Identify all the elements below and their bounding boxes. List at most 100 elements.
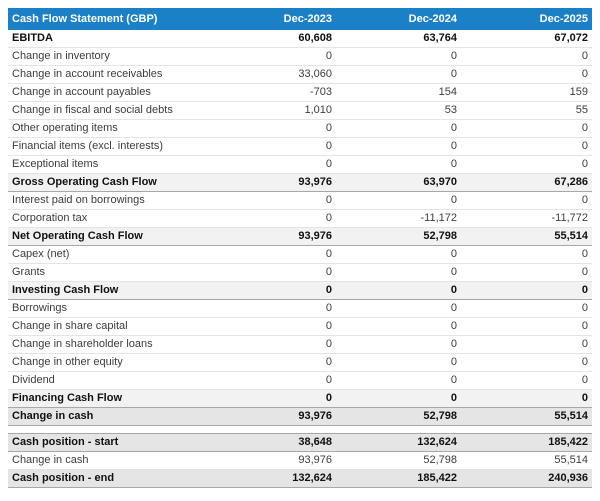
- column-header-dec-2024: Dec-2024: [336, 8, 461, 30]
- table-row: Borrowings 0 0 0: [8, 299, 592, 318]
- row-value: 0: [210, 209, 336, 228]
- row-value: 185,422: [336, 469, 461, 488]
- row-label: Borrowings: [8, 299, 210, 318]
- row-value: 0: [336, 335, 461, 354]
- row-label: Dividend: [8, 371, 210, 390]
- row-value: 0: [461, 245, 592, 264]
- row-value: 0: [461, 137, 592, 156]
- row-value: 0: [210, 137, 336, 156]
- row-value: -703: [210, 83, 336, 102]
- row-value: 38,648: [210, 433, 336, 452]
- row-value: 0: [210, 371, 336, 390]
- row-label: Grants: [8, 263, 210, 282]
- table-row: Grants 0 0 0: [8, 263, 592, 282]
- row-label: Gross Operating Cash Flow: [8, 173, 210, 192]
- row-value: -11,772: [461, 209, 592, 228]
- table-body: EBITDA 60,608 63,764 67,072 Change in invent…: [8, 30, 592, 488]
- spacer-row: [8, 425, 592, 434]
- row-label: Cash position - end: [8, 469, 210, 488]
- row-value: 0: [210, 281, 336, 300]
- table-row: Financing Cash Flow 0 0 0: [8, 389, 592, 408]
- row-label: Capex (net): [8, 245, 210, 264]
- row-value: 93,976: [210, 173, 336, 192]
- row-label: Investing Cash Flow: [8, 281, 210, 300]
- row-label: Exceptional items: [8, 155, 210, 174]
- row-value: 0: [461, 47, 592, 66]
- row-value: 0: [336, 119, 461, 138]
- row-value: 93,976: [210, 227, 336, 246]
- column-header-dec-2025: Dec-2025: [461, 8, 592, 30]
- row-value: 0: [210, 317, 336, 336]
- row-value: 0: [336, 371, 461, 390]
- row-value: 0: [336, 245, 461, 264]
- row-value: 132,624: [210, 469, 336, 488]
- row-value: 0: [461, 299, 592, 318]
- row-value: 52,798: [336, 407, 461, 426]
- table-row: Cash position - start 38,648 132,624 185,42…: [8, 433, 592, 452]
- row-value: 185,422: [461, 433, 592, 452]
- table-row: Dividend 0 0 0: [8, 371, 592, 390]
- table-row: Financial items (excl. interests) 0 0 0: [8, 137, 592, 156]
- row-label: Change in cash: [8, 451, 210, 470]
- row-value: 0: [461, 65, 592, 84]
- row-value: 0: [210, 245, 336, 264]
- row-label: Change in account payables: [8, 83, 210, 102]
- spacer-cell: [8, 425, 592, 434]
- row-value: 159: [461, 83, 592, 102]
- table-row: Interest paid on borrowings 0 0 0: [8, 191, 592, 210]
- table-row: Change in cash 93,976 52,798 55,514: [8, 451, 592, 470]
- row-label: Change in share capital: [8, 317, 210, 336]
- table-row: Change in share capital 0 0 0: [8, 317, 592, 336]
- row-value: 0: [461, 281, 592, 300]
- row-value: 0: [210, 335, 336, 354]
- row-value: 93,976: [210, 407, 336, 426]
- row-value: 154: [336, 83, 461, 102]
- table-row: Net Operating Cash Flow 93,976 52,798 55,51…: [8, 227, 592, 246]
- row-value: 33,060: [210, 65, 336, 84]
- row-label: Change in shareholder loans: [8, 335, 210, 354]
- table-row: Change in account receivables 33,060 0 0: [8, 65, 592, 84]
- row-value: 0: [336, 47, 461, 66]
- row-value: 0: [461, 263, 592, 282]
- row-label: Other operating items: [8, 119, 210, 138]
- row-value: 55,514: [461, 227, 592, 246]
- row-value: 0: [210, 155, 336, 174]
- table-title: Cash Flow Statement (GBP): [8, 8, 210, 30]
- cash-flow-statement-table: Cash Flow Statement (GBP) Dec-2023 Dec-2…: [8, 8, 592, 488]
- row-label: Net Operating Cash Flow: [8, 227, 210, 246]
- row-value: 0: [210, 299, 336, 318]
- row-label: Change in account receivables: [8, 65, 210, 84]
- row-value: 0: [336, 191, 461, 210]
- table-row: Change in other equity 0 0 0: [8, 353, 592, 372]
- row-value: 0: [210, 119, 336, 138]
- row-value: 0: [336, 317, 461, 336]
- row-value: 0: [210, 191, 336, 210]
- table-row: Change in cash 93,976 52,798 55,514: [8, 407, 592, 426]
- row-value: 0: [336, 263, 461, 282]
- row-value: 0: [461, 353, 592, 372]
- row-value: 0: [336, 281, 461, 300]
- row-label: Change in cash: [8, 407, 210, 426]
- row-value: 67,072: [461, 30, 592, 48]
- row-value: 0: [336, 353, 461, 372]
- table-row: Other operating items 0 0 0: [8, 119, 592, 138]
- row-label: Financing Cash Flow: [8, 389, 210, 408]
- table-row: Corporation tax 0 -11,172 -11,772: [8, 209, 592, 228]
- row-value: 0: [210, 47, 336, 66]
- row-value: 0: [336, 299, 461, 318]
- table-row: Investing Cash Flow 0 0 0: [8, 281, 592, 300]
- table-row: Change in shareholder loans 0 0 0: [8, 335, 592, 354]
- row-label: Financial items (excl. interests): [8, 137, 210, 156]
- table-row: Capex (net) 0 0 0: [8, 245, 592, 264]
- row-value: 0: [461, 335, 592, 354]
- row-value: 0: [461, 119, 592, 138]
- row-value: 0: [461, 155, 592, 174]
- row-value: 53: [336, 101, 461, 120]
- row-value: 0: [210, 263, 336, 282]
- table-row: EBITDA 60,608 63,764 67,072: [8, 30, 592, 48]
- table-row: Gross Operating Cash Flow 93,976 63,970 67,…: [8, 173, 592, 192]
- row-value: 240,936: [461, 469, 592, 488]
- table-row: Change in inventory 0 0 0: [8, 47, 592, 66]
- row-value: 0: [210, 353, 336, 372]
- row-value: 67,286: [461, 173, 592, 192]
